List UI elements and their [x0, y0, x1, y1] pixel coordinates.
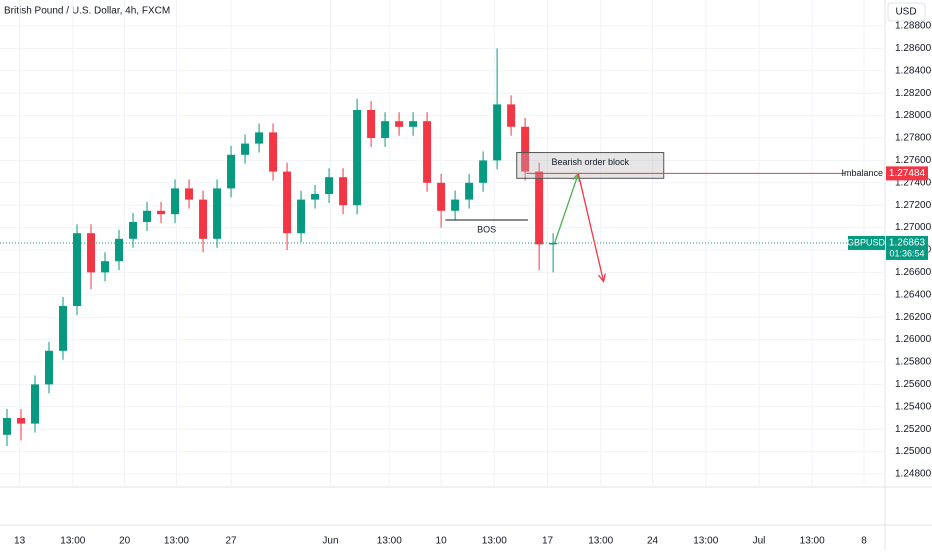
y-tick-label: 1.24800 — [895, 469, 932, 480]
y-tick-label: 1.26600 — [895, 267, 932, 278]
candle-body — [283, 171, 292, 234]
last-price-label: 1.26863 — [889, 238, 926, 249]
y-tick-label: 1.25200 — [895, 424, 932, 435]
y-tick-label: 1.27200 — [895, 200, 932, 211]
countdown-label: 01:36:54 — [889, 248, 924, 258]
candle-body — [59, 305, 68, 351]
arrow-line — [577, 173, 605, 282]
currency-box[interactable] — [887, 2, 926, 22]
candle-body — [213, 188, 222, 239]
y-tick-label: 1.27800 — [895, 133, 932, 144]
candle-body — [423, 121, 432, 183]
candle-body — [31, 384, 40, 424]
y-tick-label: 1.26200 — [895, 312, 932, 323]
candle-body — [171, 188, 180, 215]
candle-body — [17, 418, 26, 424]
x-tick-label: 13:00 — [60, 536, 85, 547]
x-tick-label: Jul — [753, 536, 766, 547]
candle-body — [395, 121, 404, 127]
candle-body — [437, 182, 446, 211]
y-tick-label: 1.27400 — [895, 177, 932, 188]
x-tick-label: 20 — [119, 536, 131, 547]
x-tick-label: 13 — [14, 536, 26, 547]
candle-body — [297, 199, 306, 234]
last-price-tag — [886, 235, 928, 260]
candle-body — [409, 121, 418, 127]
candle-body — [451, 199, 460, 211]
y-tick-label: 1.27000 — [895, 222, 932, 233]
candle-body — [325, 177, 334, 194]
candle-body — [535, 171, 544, 245]
currency-label[interactable]: USD — [895, 7, 916, 18]
x-tick-label: 13:00 — [800, 536, 825, 547]
candle-body — [157, 210, 166, 215]
x-tick-label: 13:00 — [164, 536, 189, 547]
candle-body — [269, 132, 278, 172]
candle-body — [479, 160, 488, 183]
y-tick-label: 1.26400 — [895, 289, 932, 300]
imbalance-price-tag — [886, 166, 928, 181]
candle-body — [311, 193, 320, 200]
x-tick-label: 17 — [542, 536, 554, 547]
y-tick-label: 1.25600 — [895, 379, 932, 390]
x-tick-label: 13:00 — [482, 536, 507, 547]
candle-body — [3, 418, 12, 435]
candle-body — [87, 233, 96, 273]
imbalance-label: Imbalance — [841, 168, 883, 178]
x-tick-label: 13:00 — [588, 536, 613, 547]
x-tick-label: 27 — [225, 536, 237, 547]
x-tick-label: Jun — [322, 536, 338, 547]
order-block-label: Bearish order block — [551, 157, 629, 167]
candle-body — [227, 154, 236, 189]
candle-body — [143, 210, 152, 222]
candle-body — [115, 238, 124, 262]
chart-title: British Pound / U.S. Dollar, 4h, FXCM — [4, 6, 170, 17]
arrow-line — [553, 173, 579, 244]
candle-body — [353, 109, 362, 206]
symbol-tag — [848, 235, 885, 250]
candle-body — [101, 261, 110, 273]
y-tick-label: 1.28800 — [895, 21, 932, 32]
x-tick-label: 13:00 — [377, 536, 402, 547]
bos-label: BOS — [477, 224, 496, 234]
x-tick-label: 13:00 — [693, 536, 718, 547]
symbol-label: GBPUSD — [847, 237, 886, 247]
candle-body — [465, 182, 474, 200]
candle-body — [367, 109, 376, 138]
y-tick-label: 1.28200 — [895, 88, 932, 99]
y-tick-label: 1.28400 — [895, 65, 932, 76]
x-tick-label: 8 — [861, 536, 867, 547]
candle-body — [549, 242, 558, 245]
imbalance-price: 1.27484 — [889, 168, 926, 179]
x-tick-label: 24 — [647, 536, 659, 547]
y-tick-label: 1.25400 — [895, 401, 932, 412]
candle-body — [493, 104, 502, 161]
y-tick-label: 1.28000 — [895, 110, 932, 121]
candle-body — [339, 177, 348, 206]
candle-body — [255, 132, 264, 144]
arrow-head — [597, 273, 606, 283]
candle-body — [129, 221, 138, 239]
candle-body — [507, 104, 516, 127]
y-tick-label: 1.28600 — [895, 43, 932, 54]
y-tick-label: 1.25800 — [895, 357, 932, 368]
y-tick-label: 1.26000 — [895, 334, 932, 345]
y-tick-label: 1.25000 — [895, 446, 932, 457]
candle-body — [521, 126, 530, 172]
candle-body — [185, 188, 194, 200]
candle-body — [381, 121, 390, 138]
x-tick-label: 10 — [436, 536, 448, 547]
candle-body — [241, 143, 250, 155]
y-tick-label: 1.27600 — [895, 155, 932, 166]
candle-body — [199, 199, 208, 239]
candle-body — [73, 233, 82, 306]
candle-body — [45, 350, 54, 385]
order-block — [516, 152, 665, 179]
